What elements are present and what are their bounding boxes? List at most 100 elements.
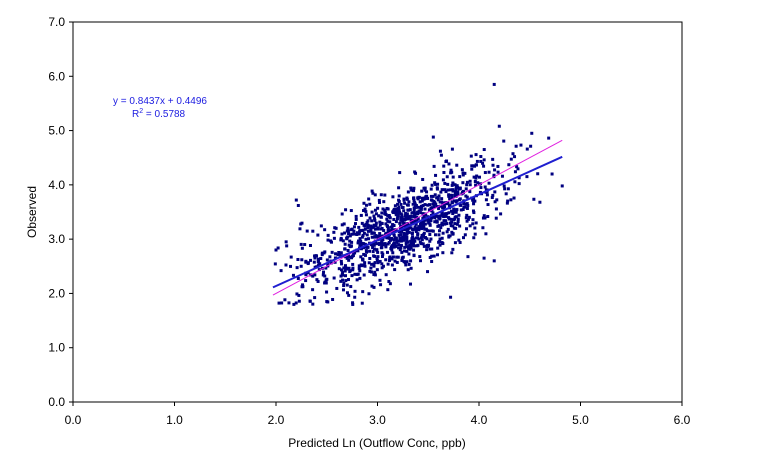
data-point [344,279,348,283]
data-point [455,222,459,226]
data-point [395,240,399,244]
data-point [362,209,366,213]
data-point [354,217,358,221]
data-point [369,229,373,233]
data-point [390,236,394,240]
data-point [407,230,411,234]
data-point [402,232,406,236]
data-point [428,223,432,227]
data-point [304,279,308,283]
data-point [393,268,397,272]
data-point [463,205,467,209]
data-point [453,192,457,196]
data-point [355,278,359,282]
data-point [442,215,446,219]
data-point [349,244,353,248]
data-point [313,296,317,300]
data-point [350,274,354,278]
x-tick-label: 0.0 [65,413,82,427]
data-point [457,198,461,202]
data-point [395,260,399,264]
data-point [362,201,366,205]
data-point [513,170,517,174]
trendline [272,155,563,289]
data-point [391,255,395,259]
data-point [407,200,411,204]
data-point [450,183,454,187]
data-point [437,233,441,237]
data-point [296,203,300,207]
data-point [509,198,513,202]
data-point [475,174,479,178]
data-point [301,285,305,289]
data-point [393,259,397,263]
data-point [353,251,357,255]
data-point [362,231,366,235]
data-point [437,207,441,211]
data-point [421,204,425,208]
data-point [462,202,466,206]
data-point [394,209,398,213]
data-point [386,242,390,246]
data-point [378,235,382,239]
data-point [326,262,330,266]
data-point [503,187,507,191]
data-point [376,261,380,265]
data-point [367,261,371,265]
data-point [373,273,377,277]
data-point [409,186,413,190]
data-point [422,214,426,218]
data-point [400,250,404,254]
data-point [372,272,376,276]
data-point [363,224,367,228]
data-point [442,164,446,168]
data-point [402,237,406,241]
data-point [366,223,370,227]
data-point [421,212,425,216]
data-point [364,222,368,226]
data-point [430,260,434,264]
r-squared-exponent: 2 [139,108,143,115]
data-point [468,190,472,194]
data-point [380,211,384,215]
data-point [379,215,383,219]
r-squared-symbol: R [132,109,139,120]
data-point [409,214,413,218]
data-point [447,216,451,220]
data-point [398,239,402,243]
data-point [410,188,414,192]
data-point [390,257,394,261]
data-point [401,235,405,239]
data-point [440,188,444,192]
data-point [452,210,456,214]
data-point [439,226,443,230]
data-point [400,239,404,243]
data-point [440,197,444,201]
data-point [454,210,458,214]
data-point [325,290,329,294]
data-point [380,222,384,226]
data-point [435,186,439,190]
data-point [417,209,421,213]
data-point [389,247,393,251]
data-point [398,236,402,240]
data-point [482,148,486,152]
data-point [464,227,468,231]
data-point [402,260,406,264]
data-point [425,190,429,194]
data-point [427,208,431,212]
data-point [341,288,345,292]
y-tick-label: 5.0 [48,124,65,138]
data-point [343,242,347,246]
data-point [464,194,468,198]
data-point [514,144,518,148]
data-point [370,189,374,193]
data-point [385,250,389,254]
data-point [448,234,452,238]
data-point [299,264,303,268]
data-point [342,281,346,285]
data-point [412,196,416,200]
data-point [323,280,327,284]
data-point [378,259,382,263]
data-point [340,212,344,216]
